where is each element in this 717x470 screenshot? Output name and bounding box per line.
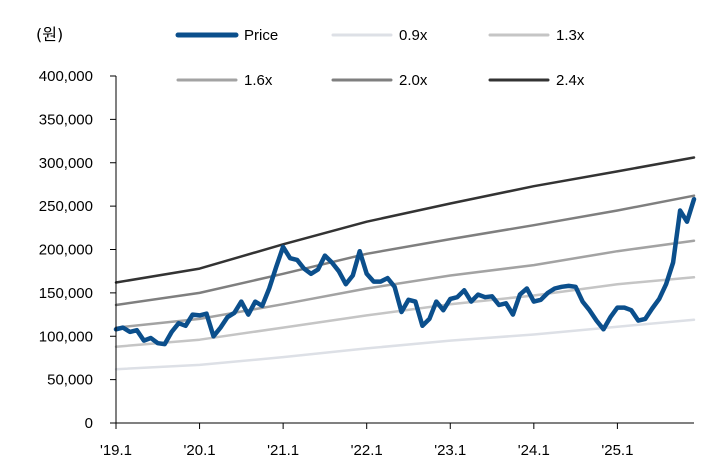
- y-tick-label: 200,000: [39, 242, 93, 259]
- series-line-0-9x: [114, 318, 696, 371]
- legend-label: Price: [244, 27, 278, 44]
- y-tick-label: 100,000: [39, 328, 93, 345]
- series-line-price: [113, 196, 697, 347]
- x-tick-label: '21.1: [267, 442, 299, 459]
- axes: [110, 75, 694, 429]
- x-tick-label: '23.1: [434, 442, 466, 459]
- legend-label: 0.9x: [399, 27, 428, 44]
- legend-label: 1.6x: [244, 72, 273, 89]
- series-layer: [113, 156, 697, 371]
- x-tick-label: '20.1: [184, 442, 216, 459]
- legend-item-0-9x: 0.9x: [331, 27, 428, 44]
- x-tick-label: '24.1: [518, 442, 550, 459]
- y-tick-label: 350,000: [39, 111, 93, 128]
- legend-item-1-6x: 1.6x: [176, 72, 273, 89]
- x-tick-label: '25.1: [601, 442, 633, 459]
- series-line-2-4x: [114, 156, 696, 284]
- legend-label: 2.4x: [556, 72, 585, 89]
- legend-item-price: Price: [175, 27, 278, 44]
- legend-item-2-4x: 2.4x: [488, 72, 585, 89]
- y-tick-label: 50,000: [47, 372, 93, 389]
- x-tick-label: '19.1: [100, 442, 132, 459]
- y-unit-label: (원): [36, 25, 63, 44]
- y-tick-label: 150,000: [39, 285, 93, 302]
- series-line-1-6x: [114, 239, 696, 329]
- legend-label: 1.3x: [556, 27, 585, 44]
- y-tick-label: 250,000: [39, 198, 93, 215]
- x-tick-label: '22.1: [351, 442, 383, 459]
- series-line-2-0x: [114, 194, 696, 307]
- y-tick-label: 400,000: [39, 68, 93, 85]
- x-axis-tick-labels: '19.1 '20.1 '21.1 '22.1 '23.1 '24.1 '25.1: [100, 442, 633, 459]
- series-line-1-3x: [114, 276, 696, 348]
- legend-item-2-0x: 2.0x: [331, 72, 428, 89]
- y-tick-label: 300,000: [39, 155, 93, 172]
- y-tick-label: 0: [85, 415, 93, 432]
- legend-label: 2.0x: [399, 72, 428, 89]
- legend-item-1-3x: 1.3x: [488, 27, 585, 44]
- y-axis-tick-labels: 0 50,000 100,000 150,000 200,000 250,000 300,0…: [39, 68, 93, 432]
- legend: Price 0.9x 1.3x 1.6x 2.0x 2.4x: [175, 27, 585, 89]
